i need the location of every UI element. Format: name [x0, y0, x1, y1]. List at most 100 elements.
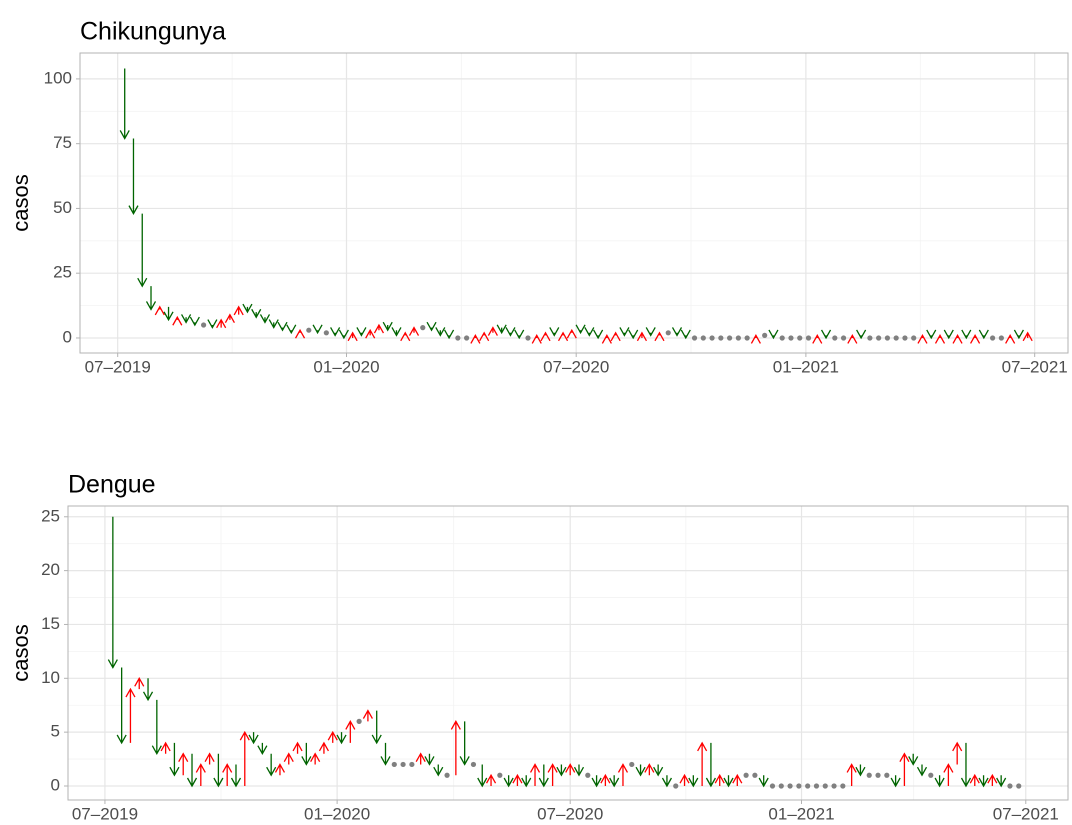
arrow-shape — [619, 327, 630, 337]
arrow-shape — [540, 331, 551, 342]
down-arrow — [312, 324, 323, 335]
down-arrow — [477, 764, 488, 788]
up-arrow — [204, 752, 215, 765]
up-arrow — [125, 687, 136, 743]
arrow-shape — [485, 773, 497, 786]
up-arrow — [134, 676, 145, 690]
up-arrow — [617, 763, 629, 786]
arrow-shape — [213, 753, 224, 788]
arrow-shape — [758, 775, 769, 788]
arrow-shape — [847, 334, 858, 344]
up-arrow — [195, 763, 206, 786]
down-arrow — [145, 286, 157, 311]
arrow-shape — [172, 315, 183, 326]
arrow-shape — [635, 764, 646, 777]
arrow-shape — [336, 732, 347, 745]
down-arrow — [705, 742, 716, 788]
arrow-shape — [890, 775, 901, 788]
up-arrow — [750, 334, 761, 344]
arrow-shape — [424, 753, 435, 766]
down-arrow — [435, 327, 446, 337]
arrow-shape — [277, 321, 288, 332]
same-point — [788, 335, 794, 341]
arrow-shape — [961, 329, 972, 340]
x-tick-label: 01–2021 — [773, 357, 839, 376]
up-arrow — [732, 773, 743, 786]
arrow-shape — [391, 327, 402, 337]
arrow-shape — [531, 334, 542, 344]
arrow-shape — [224, 313, 235, 323]
up-arrow — [917, 334, 928, 344]
same-point — [735, 335, 741, 341]
up-arrow — [565, 763, 576, 776]
y-tick-label: 100 — [44, 68, 72, 87]
down-arrow — [505, 327, 516, 337]
chart-title: Dengue — [68, 471, 156, 499]
down-arrow — [619, 327, 630, 337]
same-point — [928, 772, 934, 778]
up-arrow — [899, 752, 910, 786]
down-arrow — [259, 314, 271, 324]
arrow-shape — [371, 710, 382, 745]
arrow-shape — [617, 763, 629, 786]
same-point — [796, 783, 802, 789]
x-tick-label: 07–2020 — [537, 804, 603, 823]
arrow-shape — [479, 331, 490, 342]
arrow-shape — [274, 763, 286, 776]
arrow-shape — [529, 763, 541, 786]
y-tick-label: 0 — [51, 775, 60, 794]
y-axis-label: casos — [8, 174, 33, 231]
up-arrow — [600, 773, 611, 786]
same-point — [743, 772, 749, 778]
arrow-shape — [189, 316, 200, 327]
arrow-shape — [327, 730, 338, 743]
same-point — [727, 335, 733, 341]
arrow-shape — [856, 329, 867, 340]
x-tick-label: 07–2019 — [72, 804, 138, 823]
up-arrow — [952, 741, 963, 765]
arrow-shape — [408, 326, 420, 336]
down-arrow — [151, 699, 162, 756]
arrow-shape — [645, 327, 656, 337]
up-arrow — [812, 334, 823, 344]
arrow-shape — [547, 763, 558, 786]
arrow-shape — [435, 327, 446, 337]
arrow-shape — [216, 318, 227, 329]
down-arrow — [186, 753, 198, 788]
up-arrow — [222, 763, 233, 786]
same-point — [629, 761, 635, 768]
arrow-shape — [593, 329, 604, 340]
arrow-shape — [960, 742, 972, 788]
y-tick-label: 25 — [53, 263, 72, 282]
arrow-shape — [514, 329, 525, 340]
up-arrow — [952, 334, 963, 344]
same-point — [400, 761, 406, 768]
arrow-shape — [163, 306, 174, 322]
arrow-shape — [242, 303, 253, 314]
down-arrow — [503, 775, 514, 788]
up-arrow — [557, 331, 569, 342]
down-arrow — [391, 327, 402, 337]
arrow-shape — [338, 329, 349, 340]
arrow-shape — [330, 327, 341, 337]
down-arrow — [330, 327, 341, 337]
down-arrow — [653, 764, 664, 777]
arrow-shape — [230, 764, 242, 788]
same-point — [700, 335, 706, 341]
down-arrow — [960, 742, 972, 788]
arrow-shape — [233, 305, 244, 316]
arrow-shape — [723, 775, 734, 788]
same-point — [306, 327, 312, 333]
down-arrow — [855, 764, 866, 777]
down-arrow — [268, 319, 279, 329]
same-point — [893, 335, 899, 341]
up-arrow — [987, 773, 998, 786]
down-arrow — [591, 775, 602, 788]
down-arrow — [635, 764, 646, 777]
down-arrow — [671, 327, 683, 337]
y-tick-label: 75 — [53, 133, 72, 152]
arrow-shape — [1013, 329, 1024, 340]
arrow-shape — [373, 323, 385, 334]
same-point — [201, 322, 207, 328]
up-arrow — [547, 763, 558, 786]
